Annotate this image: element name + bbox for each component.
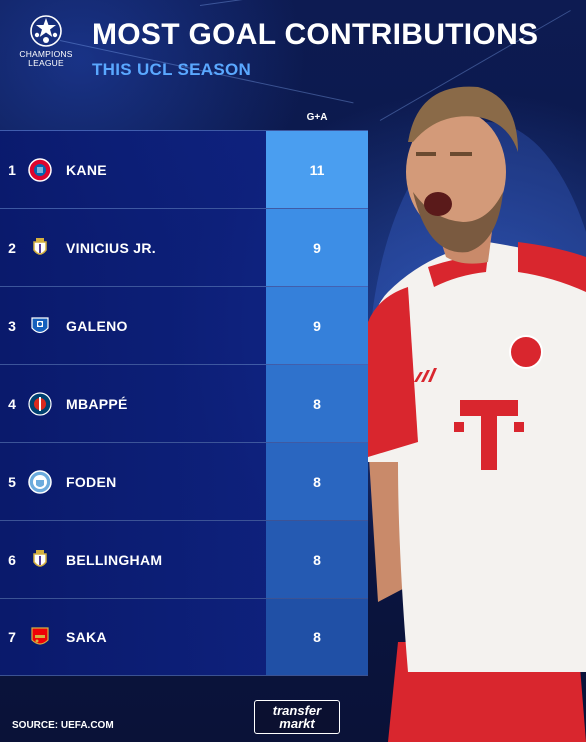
page-title: MOST GOAL CONTRIBUTIONS [92, 18, 539, 51]
table-row: 3 GALENO 9 [0, 286, 368, 364]
logo-text: CHAMPIONS LEAGUE [19, 50, 72, 68]
ga-value: 9 [266, 209, 368, 286]
player-name: KANE [66, 161, 107, 178]
porto-crest-icon [28, 314, 52, 338]
ga-value: 8 [266, 443, 368, 520]
player-name: BELLINGHAM [66, 551, 163, 568]
row-left: 3 GALENO [0, 287, 266, 364]
row-left: 5 FODEN [0, 443, 266, 520]
page-subtitle: THIS UCL SEASON [92, 60, 252, 79]
table-row: 7 SAKA 8 [0, 598, 368, 676]
logo-text-line1: CHAMPIONS [19, 49, 73, 59]
player-name: SAKA [66, 629, 107, 645]
player-name: GALENO [66, 317, 128, 334]
table-row: 4 MBAPPÉ 8 [0, 364, 368, 442]
man-city-crest-icon [28, 469, 52, 494]
source-text: SOURCE: UEFA.COM [12, 720, 114, 731]
rank-number: 1 [8, 161, 16, 178]
rank-number: 5 [8, 473, 16, 490]
bayern-crest-icon [28, 157, 52, 182]
rank-number: 4 [8, 395, 16, 412]
table-row: 2 VINICIUS JR. 9 [0, 208, 368, 286]
row-left: 7 SAKA [0, 599, 266, 675]
ga-value: 8 [266, 365, 368, 442]
starball-icon [30, 15, 62, 47]
ga-value: 11 [266, 131, 368, 208]
player-name: VINICIUS JR. [66, 239, 156, 256]
row-left: 6 BELLINGHAM [0, 521, 266, 598]
row-left: 1 KANE [0, 131, 266, 208]
brand-line1: transfer [272, 703, 322, 718]
transfermarkt-logo: transfer markt [254, 700, 340, 734]
champions-league-logo: CHAMPIONS LEAGUE [10, 14, 82, 84]
player-photo [368, 82, 586, 742]
player-name: FODEN [66, 473, 117, 490]
player-name: MBAPPÉ [66, 395, 128, 412]
real-madrid-crest-icon [28, 236, 52, 260]
rank-number: 6 [8, 551, 16, 568]
ga-value: 9 [266, 287, 368, 364]
brand-line2: markt [279, 716, 315, 731]
rank-number: 3 [8, 317, 16, 334]
arsenal-crest-icon [28, 625, 52, 649]
psg-crest-icon [28, 391, 52, 416]
real-madrid-crest-icon [28, 548, 52, 572]
row-left: 2 VINICIUS JR. [0, 209, 266, 286]
table-row: 1 KANE 11 [0, 130, 368, 208]
rank-number: 7 [8, 629, 16, 645]
table-row: 6 BELLINGHAM 8 [0, 520, 368, 598]
rank-number: 2 [8, 239, 16, 256]
ga-value: 8 [266, 521, 368, 598]
row-left: 4 MBAPPÉ [0, 365, 266, 442]
ranking-table: 1 KANE 11 2 VINICIUS JR. 9 3 GALENO 9 [0, 130, 368, 676]
logo-text-line2: LEAGUE [28, 58, 64, 68]
column-header-ga: G+A [306, 112, 328, 123]
ga-value: 8 [266, 599, 368, 675]
table-row: 5 FODEN 8 [0, 442, 368, 520]
